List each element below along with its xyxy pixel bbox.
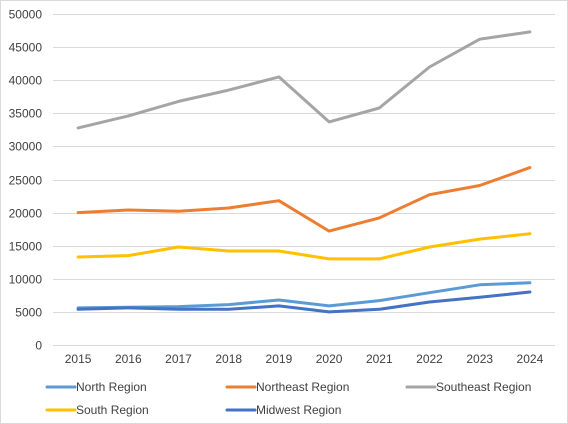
y-tick-label: 50000 <box>9 8 43 22</box>
x-tick-label: 2022 <box>416 352 443 366</box>
y-tick-label: 15000 <box>9 240 43 254</box>
x-tick-label: 2016 <box>115 352 142 366</box>
x-tick-label: 2021 <box>366 352 393 366</box>
y-tick-label: 10000 <box>9 273 43 287</box>
series-line <box>76 232 532 261</box>
y-tick-label: 30000 <box>9 140 43 154</box>
y-tick-label: 20000 <box>9 207 43 221</box>
legend: North Region Northeast Region Southeast Re… <box>45 380 531 417</box>
x-tick-label: 2020 <box>316 352 343 366</box>
legend-label: South Region <box>76 403 149 417</box>
legend-item: Southeast Region <box>405 380 531 394</box>
x-axis-ticks: 2015 2016 2017 2018 2019 2020 2021 2022 2023 2024 <box>65 352 544 366</box>
y-tick-label: 40000 <box>9 74 43 88</box>
x-tick-label: 2024 <box>517 352 544 366</box>
y-tick-label: 45000 <box>9 41 43 55</box>
legend-item: North Region <box>45 380 147 394</box>
legend-label: Northeast Region <box>256 380 349 394</box>
x-tick-label: 2015 <box>65 352 92 366</box>
y-tick-label: 0 <box>35 339 42 353</box>
series-line <box>76 166 532 233</box>
legend-label: North Region <box>76 380 147 394</box>
x-tick-label: 2023 <box>466 352 493 366</box>
x-tick-label: 2019 <box>266 352 293 366</box>
series-lines <box>76 30 532 314</box>
y-axis-ticks: 0 5000 10000 15000 20000 25000 30000 35000 40000… <box>9 8 43 353</box>
series-line <box>76 281 532 310</box>
series-line <box>76 290 532 314</box>
y-tick-label: 25000 <box>9 174 43 188</box>
legend-item: Midwest Region <box>225 403 341 417</box>
legend-label: Southeast Region <box>436 380 531 394</box>
series-line <box>76 30 532 130</box>
x-tick-label: 2018 <box>215 352 242 366</box>
grid-lines <box>53 14 555 346</box>
legend-item: Northeast Region <box>225 380 349 394</box>
legend-label: Midwest Region <box>256 403 341 417</box>
legend-item: South Region <box>45 403 149 417</box>
x-tick-label: 2017 <box>165 352 192 366</box>
y-tick-label: 5000 <box>15 306 42 320</box>
y-tick-label: 35000 <box>9 107 43 121</box>
